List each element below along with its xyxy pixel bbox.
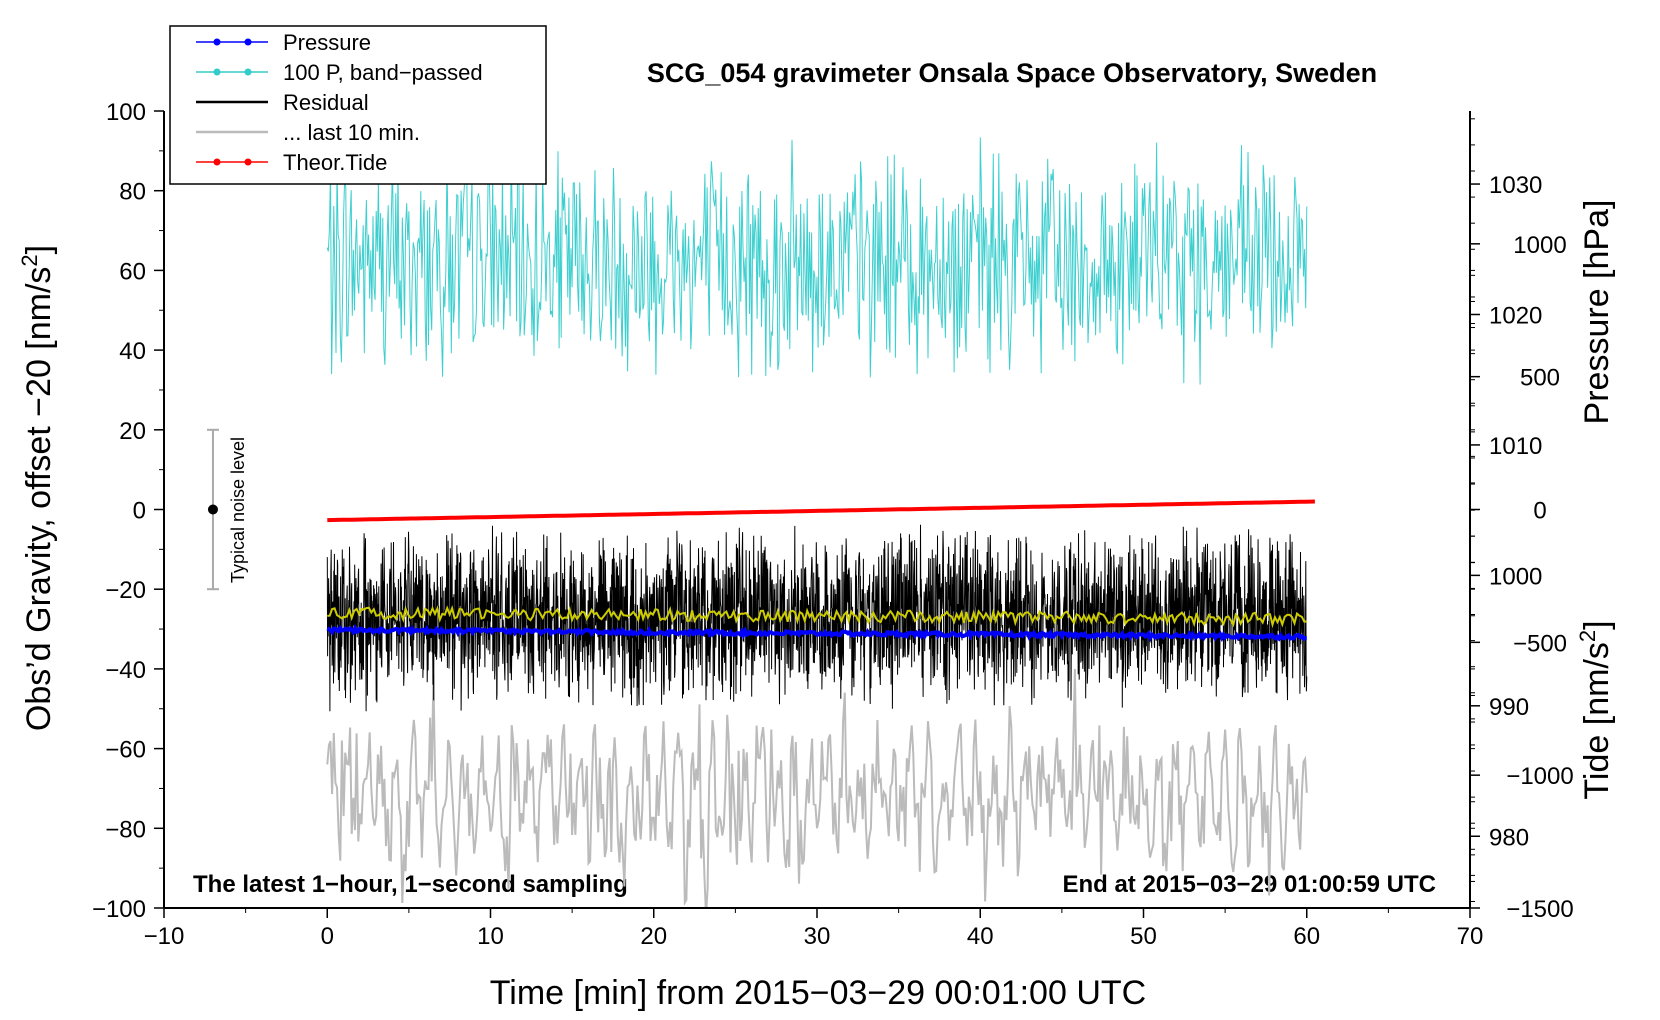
tide-tick-label: 1000 — [1513, 232, 1566, 259]
y-label-tide-sup: 2 — [1575, 630, 1600, 642]
x-tick-label: 0 — [321, 923, 334, 950]
pressure-tick-label: 1020 — [1489, 302, 1542, 329]
noise-level-label: Typical noise level — [228, 437, 248, 583]
y-tick-label: 80 — [119, 179, 146, 206]
y-tick-label: 100 — [106, 99, 146, 126]
x-tick-label: 60 — [1293, 923, 1320, 950]
pressure-tick-label: 980 — [1489, 824, 1529, 851]
series-line-100p-band-passed — [326, 137, 1308, 385]
x-tick-label: 10 — [477, 923, 504, 950]
pressure-tick-label: 1030 — [1489, 172, 1542, 199]
legend-label: Residual — [283, 90, 369, 115]
pressure-tick-label: 1000 — [1489, 563, 1542, 590]
chart-dynamic-layer: −10 0 10 20 30 40 50 60 70100806040200−20−40−60−… — [92, 25, 1574, 950]
x-tick-label: 50 — [1130, 923, 1157, 950]
y-tick-label: −100 — [92, 896, 146, 923]
y-label-left-sup: 2 — [17, 254, 42, 266]
x-tick-label: 70 — [1457, 923, 1484, 950]
y-tick-label: −20 — [105, 577, 146, 604]
tide-tick-label: 500 — [1520, 365, 1560, 392]
tide-tick-label: −1000 — [1506, 763, 1573, 790]
series-line-pressure — [326, 623, 1307, 643]
y-tick-label: 40 — [119, 338, 146, 365]
series-line-theor-tide — [327, 499, 1315, 523]
series-line-last-10-min — [326, 668, 1308, 908]
annotation-right: End at 2015−03−29 01:00:59 UTC — [1062, 871, 1436, 898]
x-tick-label: 20 — [640, 923, 667, 950]
y-tick-label: −60 — [105, 737, 146, 764]
y-axis-label-left: Obs’d Gravity, offset −20 [nm/s2] — [17, 245, 58, 731]
tide-tick-label: −500 — [1513, 630, 1567, 657]
y-label-left-end: ] — [20, 245, 58, 254]
y-label-left-main: Obs’d Gravity, offset −20 [nm/s — [20, 267, 58, 732]
annotation-left: The latest 1−hour, 1−second sampling — [193, 871, 628, 898]
tide-tick-label: −1500 — [1506, 896, 1573, 923]
y-label-tide-main: Tide [nm/s — [1578, 642, 1616, 799]
y-tick-label: 20 — [119, 418, 146, 445]
x-tick-label: 40 — [967, 923, 994, 950]
x-tick-label: 30 — [804, 923, 831, 950]
legend-label: Theor.Tide — [283, 150, 387, 175]
legend-swatch-dot — [213, 68, 221, 76]
y-axis-label-tide: Tide [nm/s2] — [1575, 620, 1616, 799]
y-tick-label: 0 — [133, 498, 146, 525]
legend-swatch-dot — [213, 38, 221, 46]
legend-label: Pressure — [283, 30, 371, 55]
x-tick-label: −10 — [144, 923, 185, 950]
y-axis-label-pressure: Pressure [hPa] — [1578, 200, 1616, 425]
y-tick-label: 60 — [119, 258, 146, 285]
legend-swatch-dot — [213, 158, 221, 166]
y-tick-label: −80 — [105, 816, 146, 843]
legend-box — [169, 25, 547, 185]
series-line-smoothed-residual — [327, 604, 1307, 629]
y-label-tide-end: ] — [1578, 620, 1616, 629]
x-axis-label: Time [min] from 2015−03−29 00:01:00 UTC — [490, 974, 1146, 1012]
legend-swatch-dot — [244, 38, 252, 46]
legend-swatch-dot — [244, 68, 252, 76]
noise-bar-center-dot — [207, 504, 218, 515]
pressure-tick-label: 1010 — [1489, 433, 1542, 460]
legend-swatch-dot — [244, 158, 252, 166]
y-tick-label: −40 — [105, 657, 146, 684]
chart-title: SCG_054 gravimeter Onsala Space Observat… — [647, 58, 1377, 88]
legend: Pressure 100 P, band−passed Residual ... la… — [169, 25, 547, 185]
legend-label: ... last 10 min. — [283, 120, 420, 145]
tide-tick-label: 0 — [1533, 498, 1546, 525]
pressure-tick-label: 990 — [1489, 694, 1529, 721]
legend-label: 100 P, band−passed — [283, 60, 483, 85]
series-line-residual — [326, 524, 1308, 712]
